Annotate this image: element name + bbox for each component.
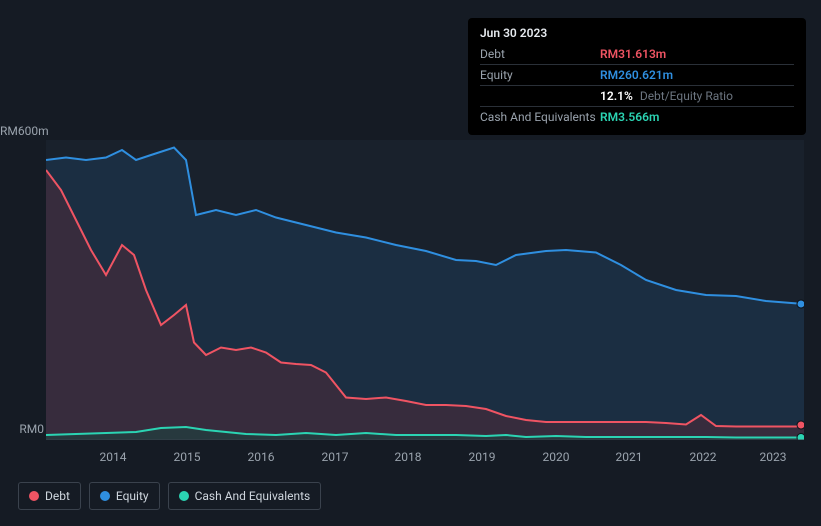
- x-axis-label: 2015: [174, 450, 201, 464]
- chart-container: Jun 30 2023 DebtRM31.613mEquityRM260.621…: [0, 0, 821, 526]
- series-end-dot: [797, 300, 804, 308]
- area-chart: [46, 140, 804, 440]
- y-axis-label: RM600m: [0, 124, 44, 138]
- x-axis-label: 2022: [690, 450, 717, 464]
- legend-label: Cash And Equivalents: [195, 489, 311, 503]
- tooltip-row-label: [480, 89, 600, 103]
- legend-label: Debt: [45, 489, 70, 503]
- chart-tooltip: Jun 30 2023 DebtRM31.613mEquityRM260.621…: [468, 18, 806, 135]
- x-axis-label: 2016: [248, 450, 275, 464]
- tooltip-row-label: Cash And Equivalents: [480, 110, 600, 124]
- legend-dot-icon: [29, 491, 39, 501]
- x-axis-label: 2020: [543, 450, 570, 464]
- tooltip-row: Cash And EquivalentsRM3.566m: [480, 106, 794, 127]
- series-end-dot: [797, 421, 804, 429]
- x-axis-label: 2014: [100, 450, 127, 464]
- chart-legend: Debt Equity Cash And Equivalents: [18, 482, 321, 510]
- legend-item[interactable]: Debt: [18, 482, 81, 510]
- x-axis-label: 2018: [395, 450, 422, 464]
- tooltip-row-label: Debt: [480, 47, 600, 61]
- y-axis-label: RM0: [0, 422, 44, 436]
- tooltip-row-label: Equity: [480, 68, 600, 82]
- legend-dot-icon: [100, 491, 110, 501]
- tooltip-row-sub: Debt/Equity Ratio: [637, 89, 733, 103]
- legend-label: Equity: [116, 489, 149, 503]
- tooltip-row-value: 12.1% Debt/Equity Ratio: [600, 89, 733, 103]
- legend-item[interactable]: Cash And Equivalents: [168, 482, 322, 510]
- series-end-dot: [797, 434, 804, 441]
- x-axis-label: 2019: [469, 450, 496, 464]
- tooltip-row-value: RM3.566m: [600, 110, 659, 124]
- x-axis-label: 2021: [616, 450, 643, 464]
- legend-dot-icon: [179, 491, 189, 501]
- x-axis-label: 2017: [322, 450, 349, 464]
- tooltip-row-value: RM31.613m: [600, 47, 666, 61]
- tooltip-row: EquityRM260.621m: [480, 64, 794, 85]
- x-axis-label: 2023: [760, 450, 787, 464]
- tooltip-row-value: RM260.621m: [600, 68, 673, 82]
- legend-item[interactable]: Equity: [89, 482, 160, 510]
- tooltip-row: DebtRM31.613m: [480, 44, 794, 64]
- tooltip-row: 12.1% Debt/Equity Ratio: [480, 85, 794, 106]
- tooltip-date: Jun 30 2023: [480, 26, 794, 40]
